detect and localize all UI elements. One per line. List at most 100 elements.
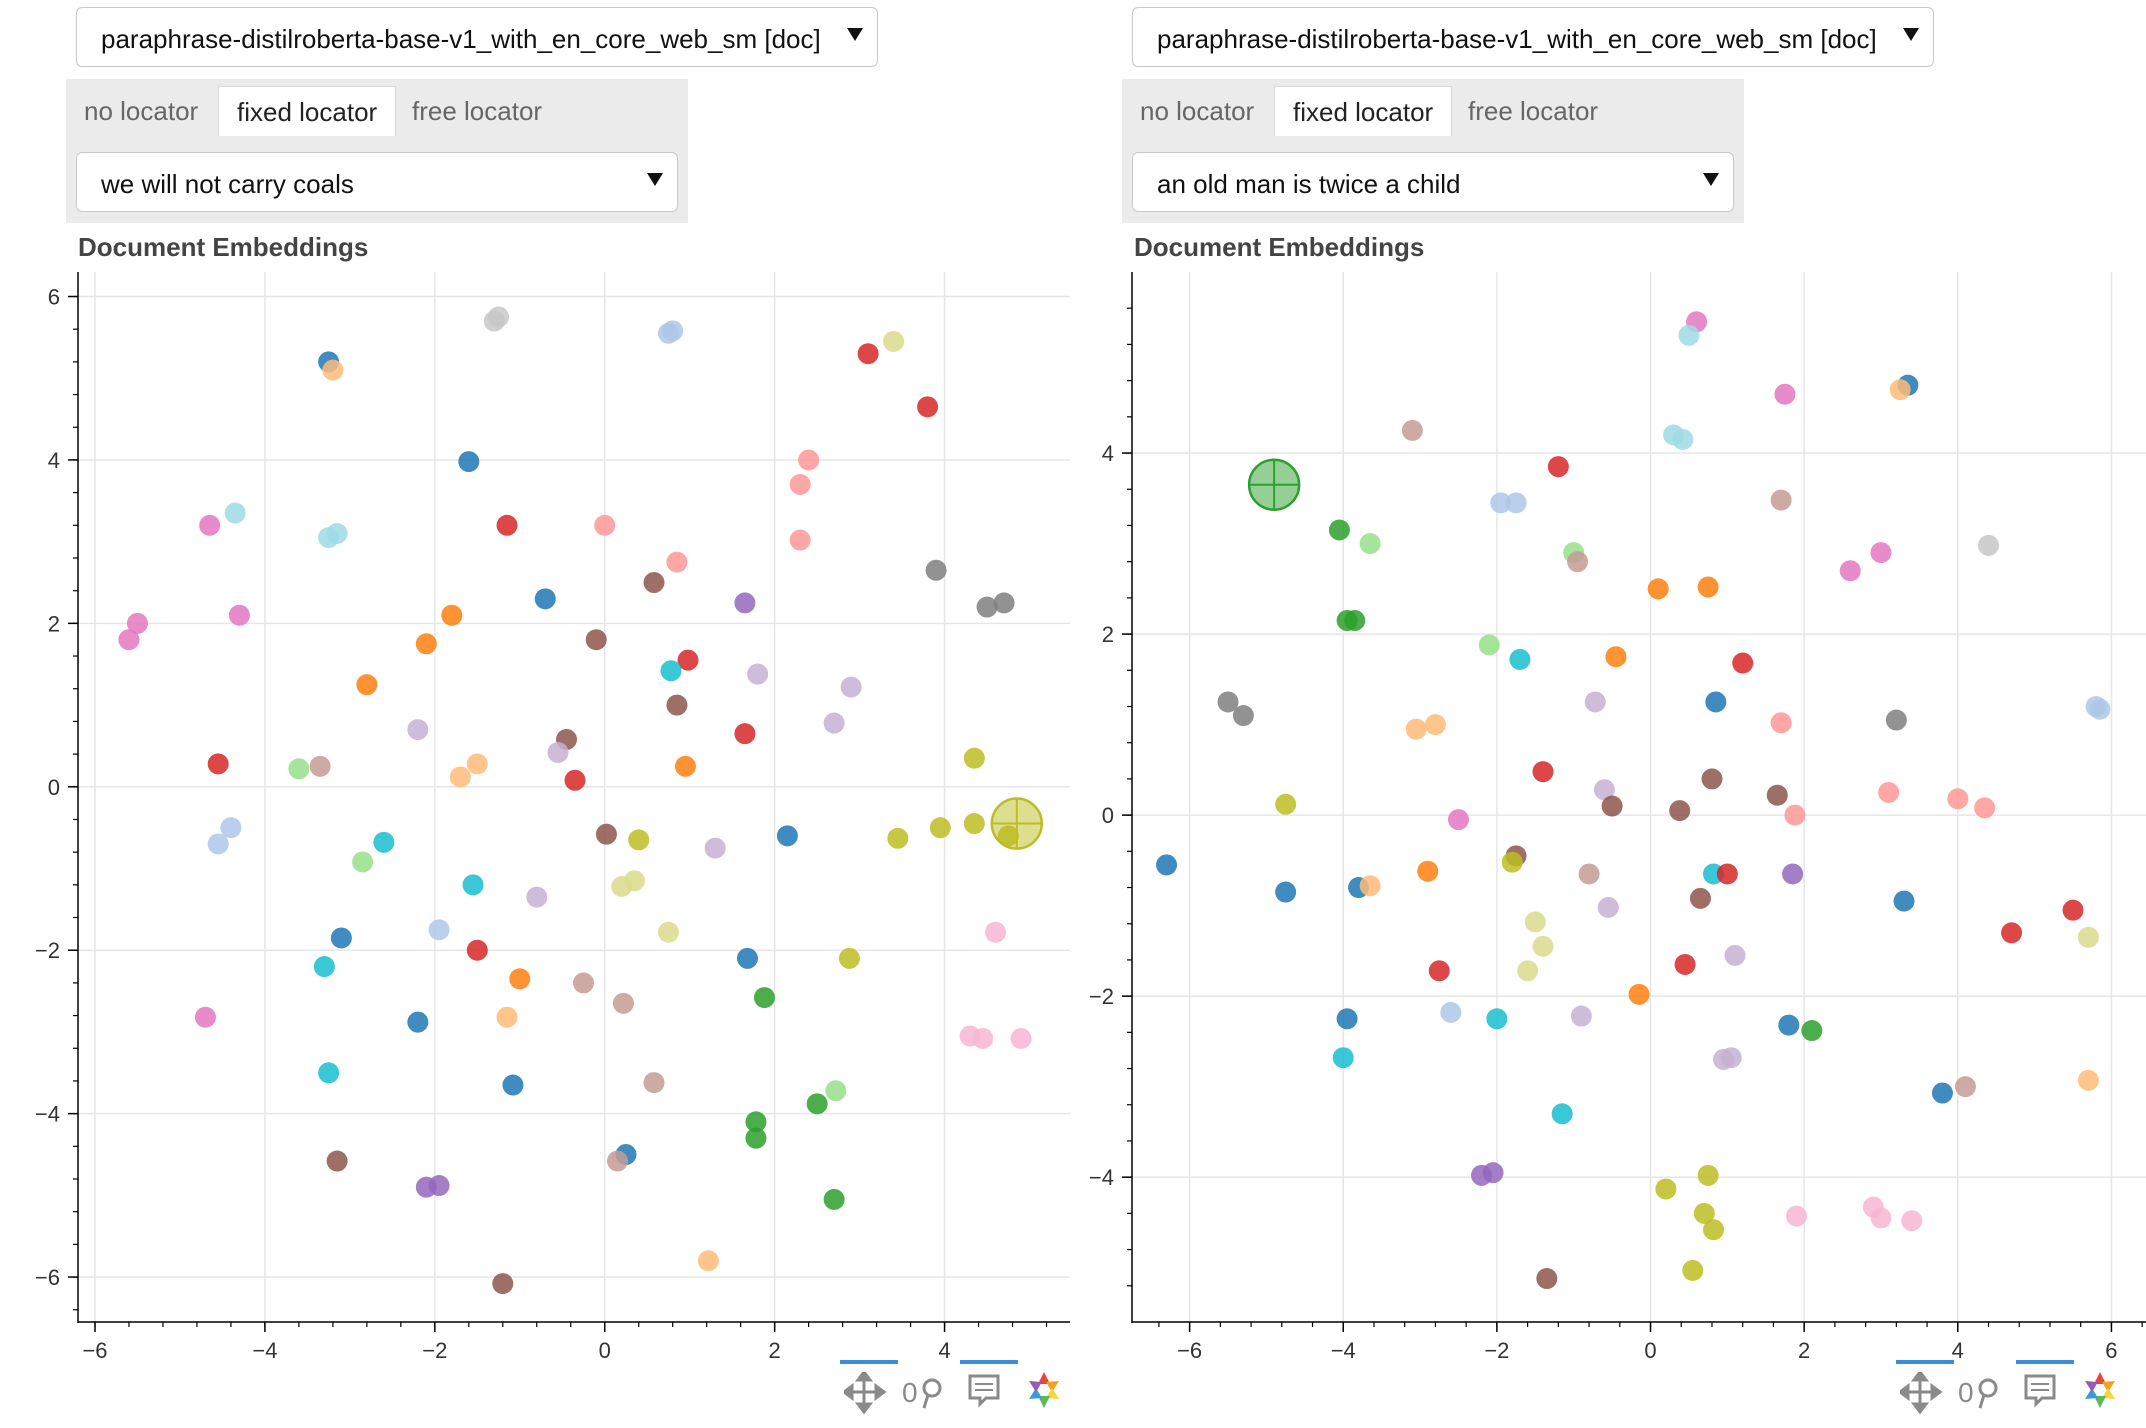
scatter-point[interactable]	[1870, 1207, 1892, 1229]
scatter-point[interactable]	[595, 823, 617, 845]
scatter-point[interactable]	[428, 919, 450, 941]
scatter-point[interactable]	[1509, 648, 1531, 670]
scatter-point[interactable]	[415, 633, 437, 655]
scatter-point[interactable]	[1440, 1001, 1462, 1023]
scatter-point[interactable]	[1232, 705, 1254, 727]
scatter-point[interactable]	[228, 604, 250, 626]
scatter-point[interactable]	[1336, 1008, 1358, 1030]
scatter-point[interactable]	[1947, 788, 1969, 810]
scatter-point[interactable]	[1693, 1202, 1715, 1224]
scatter-point[interactable]	[1551, 1103, 1573, 1125]
scatter-point[interactable]	[677, 649, 699, 671]
scatter-point[interactable]	[2089, 698, 2111, 720]
scatter-point[interactable]	[1669, 800, 1691, 822]
scatter-point[interactable]	[1601, 795, 1623, 817]
scatter-point[interactable]	[1482, 1162, 1504, 1184]
locator-marker[interactable]	[1247, 458, 1301, 511]
scatter-point[interactable]	[220, 817, 242, 839]
scatter-point[interactable]	[1517, 960, 1539, 982]
scatter-point[interactable]	[1889, 379, 1911, 401]
scatter-point[interactable]	[547, 741, 569, 763]
scatter-point[interactable]	[1486, 1008, 1508, 1030]
scatter-point[interactable]	[887, 827, 909, 849]
hover-tool[interactable]	[960, 1360, 1018, 1420]
scatter-point[interactable]	[1428, 960, 1450, 982]
scatter-point[interactable]	[564, 769, 586, 791]
scatter-point[interactable]	[1697, 1164, 1719, 1186]
scatter-point[interactable]	[356, 674, 378, 696]
scatter-plot[interactable]: −6 −4 −2 0 2 4 −6 −4 −2 0 2 4 6	[0, 0, 1070, 1360]
bokeh-logo[interactable]	[1020, 1360, 1070, 1420]
scatter-point[interactable]	[118, 629, 140, 651]
scatter-point[interactable]	[611, 875, 633, 897]
scatter-point[interactable]	[326, 1150, 348, 1172]
scatter-point[interactable]	[972, 1027, 994, 1049]
scatter-point[interactable]	[1424, 714, 1446, 736]
scatter-point[interactable]	[496, 1006, 518, 1028]
scatter-point[interactable]	[1275, 793, 1297, 815]
hover-tool[interactable]	[2016, 1360, 2074, 1420]
locator-marker[interactable]	[990, 797, 1044, 850]
scatter-point[interactable]	[1885, 709, 1907, 731]
scatter-point[interactable]	[1778, 1014, 1800, 1036]
scatter-point[interactable]	[1359, 533, 1381, 555]
scatter-point[interactable]	[883, 330, 905, 352]
scatter-point[interactable]	[1532, 935, 1554, 957]
scatter-point[interactable]	[745, 1127, 767, 1149]
scatter-point[interactable]	[612, 992, 634, 1014]
scatter-point[interactable]	[736, 947, 758, 969]
scatter-point[interactable]	[823, 712, 845, 734]
scatter-point[interactable]	[840, 676, 862, 698]
scatter-point[interactable]	[407, 719, 429, 741]
scatter-point[interactable]	[963, 747, 985, 769]
scatter-point[interactable]	[1344, 609, 1366, 631]
scatter-point[interactable]	[1010, 1027, 1032, 1049]
scatter-point[interactable]	[207, 833, 229, 855]
scatter-point[interactable]	[1401, 419, 1423, 441]
scatter-point[interactable]	[857, 343, 879, 365]
scatter-point[interactable]	[606, 1150, 628, 1172]
scatter-point[interactable]	[1417, 860, 1439, 882]
scatter-point[interactable]	[825, 1080, 847, 1102]
scatter-point[interactable]	[207, 753, 229, 775]
scatter-point[interactable]	[1672, 428, 1694, 450]
scatter-point[interactable]	[929, 817, 951, 839]
tab-no-locator[interactable]: no locator	[84, 96, 199, 126]
scatter-point[interactable]	[496, 514, 518, 536]
scatter-point[interactable]	[1801, 1020, 1823, 1042]
scatter-point[interactable]	[1770, 712, 1792, 734]
scatter-point[interactable]	[925, 559, 947, 581]
scatter-point[interactable]	[1597, 896, 1619, 918]
scatter-point[interactable]	[462, 874, 484, 896]
pan-tool[interactable]	[1896, 1360, 1954, 1420]
scatter-point[interactable]	[1703, 1219, 1725, 1241]
scatter-point[interactable]	[1605, 646, 1627, 668]
scatter-point[interactable]	[1570, 1005, 1592, 1027]
scatter-point[interactable]	[660, 660, 682, 682]
scatter-point[interactable]	[194, 1006, 216, 1028]
scatter-point[interactable]	[330, 927, 352, 949]
tab-no-locator[interactable]: no locator	[1140, 96, 1255, 126]
scatter-point[interactable]	[288, 758, 310, 780]
scatter-point[interactable]	[526, 886, 548, 908]
scatter-point[interactable]	[428, 1175, 450, 1197]
wheel-zoom-tool[interactable]: 0	[1956, 1360, 2006, 1420]
model-select[interactable]: paraphrase-distilroberta-base-v1_with_en…	[76, 7, 878, 67]
scatter-point[interactable]	[1878, 781, 1900, 803]
model-select[interactable]: paraphrase-distilroberta-base-v1_with_en…	[1132, 7, 1934, 67]
scatter-point[interactable]	[509, 968, 531, 990]
scatter-point[interactable]	[697, 1250, 719, 1272]
scatter-point[interactable]	[441, 604, 463, 626]
scatter-point[interactable]	[126, 612, 148, 634]
wheel-zoom-tool[interactable]: 0	[900, 1360, 950, 1420]
scatter-point[interactable]	[776, 825, 798, 847]
scatter-point[interactable]	[1784, 804, 1806, 826]
scatter-point[interactable]	[1774, 383, 1796, 405]
scatter-point[interactable]	[1490, 492, 1512, 514]
scatter-point[interactable]	[1524, 911, 1546, 933]
scatter-point[interactable]	[628, 829, 650, 851]
scatter-point[interactable]	[753, 987, 775, 1009]
scatter-point[interactable]	[318, 1062, 340, 1084]
scatter-point[interactable]	[2077, 1069, 2099, 1091]
scatter-point[interactable]	[2062, 899, 2084, 921]
